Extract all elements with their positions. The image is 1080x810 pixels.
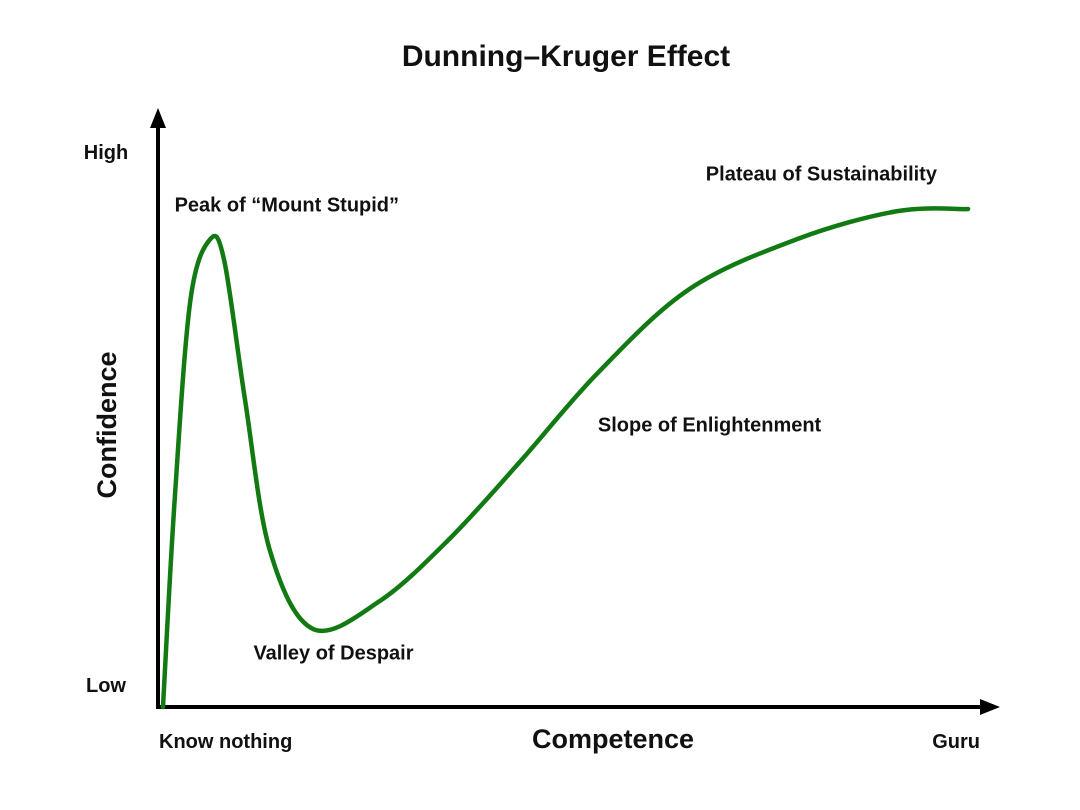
y-tick-high: High	[84, 142, 128, 164]
y-axis-arrow-icon	[150, 108, 166, 128]
y-tick-low: Low	[86, 675, 126, 697]
x-tick-know-nothing: Know nothing	[159, 731, 292, 753]
x-axis-arrow-icon	[980, 699, 1000, 715]
chart-title: Dunning–Kruger Effect	[402, 40, 730, 73]
annotation-label: Valley of Despair	[253, 643, 413, 665]
confidence-curve	[160, 206, 971, 710]
x-axis-label: Competence	[532, 724, 694, 754]
annotation-label: Plateau of Sustainability	[706, 164, 938, 186]
annotation-label: Peak of “Mount Stupid”	[175, 194, 399, 216]
annotation-label: Slope of Enlightenment	[598, 414, 822, 436]
y-axis-label: Confidence	[92, 351, 122, 498]
x-tick-guru: Guru	[932, 731, 980, 753]
